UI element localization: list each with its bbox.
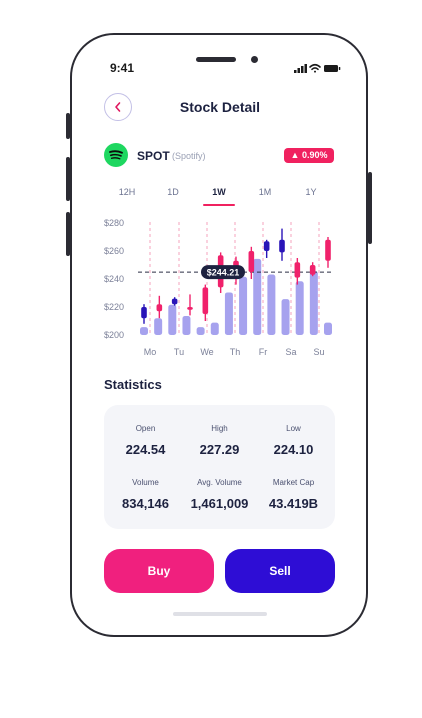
- y-tick-label: $200: [104, 330, 124, 340]
- stat-low: Low 224.10: [255, 424, 332, 457]
- spotify-logo: [104, 143, 128, 167]
- status-time: 9:41: [110, 61, 135, 75]
- front-camera: [251, 56, 258, 63]
- volume-bar: [295, 281, 304, 335]
- volume-bar: [154, 318, 163, 335]
- company-name: (Spotify): [172, 151, 206, 161]
- wifi-icon: [309, 63, 321, 73]
- sell-button[interactable]: Sell: [225, 549, 335, 593]
- stat-label: High: [211, 424, 228, 433]
- stat-value: 227.29: [199, 442, 240, 457]
- tab-1m[interactable]: 1M: [258, 187, 272, 197]
- candle-body: [171, 298, 178, 305]
- candle-body: [187, 307, 193, 310]
- volume-bar: [309, 271, 318, 335]
- stat-label: Volume: [132, 478, 159, 487]
- stat-volume: Volume 834,146: [107, 478, 184, 511]
- silent-switch: [66, 113, 70, 139]
- stat-value: 224.10: [273, 442, 314, 457]
- volume-bar: [224, 292, 233, 335]
- stat-market-cap: Market Cap 43.419B: [255, 478, 332, 511]
- tab-1w[interactable]: 1W: [196, 186, 242, 208]
- stock-ticker: SPOT: [137, 149, 170, 163]
- candle-body: [248, 251, 255, 272]
- x-tick-label: Fr: [259, 347, 268, 357]
- volume-bar: [239, 276, 248, 335]
- candle-body: [294, 262, 301, 278]
- home-indicator: [173, 612, 267, 616]
- price-marker: [201, 265, 245, 280]
- volume-bar: [210, 322, 219, 335]
- volume-down-button: [66, 212, 70, 256]
- x-tick-label: Th: [230, 347, 241, 357]
- price-chart: $280 $260 $240 $220 $200 $244.21 Mo Tu We Th Fr Sa S…: [104, 218, 332, 357]
- volume-bar: [281, 299, 290, 335]
- timeframe-tabs: 12H 1D 1W 1M 1Y: [104, 186, 334, 208]
- price-marker-label: $244.21: [207, 267, 240, 277]
- statistics-heading: Statistics: [104, 377, 162, 392]
- candle-body: [141, 307, 147, 319]
- volume-bar: [182, 315, 191, 335]
- tab-1y[interactable]: 1Y: [305, 187, 317, 197]
- stat-label: Low: [286, 424, 301, 433]
- volume-bar: [140, 327, 148, 335]
- volume-bar: [267, 274, 276, 335]
- battery-icon: [324, 65, 341, 72]
- stat-open: Open 224.54: [107, 424, 184, 457]
- tab-1d[interactable]: 1D: [167, 187, 179, 197]
- page-title: Stock Detail: [179, 99, 261, 115]
- stat-avg-volume: Avg. Volume 1,461,009: [181, 478, 258, 511]
- x-tick-label: Mo: [144, 347, 157, 357]
- stat-value: 1,461,009: [190, 496, 249, 511]
- phone-frame: [70, 33, 368, 637]
- back-button[interactable]: [104, 93, 132, 121]
- y-tick-label: $260: [104, 246, 124, 256]
- candle-body: [263, 241, 270, 251]
- caret-up-icon: ▲: [290, 150, 300, 160]
- statistics-card: Open 224.54 High 227.29 Low 224.10 Volum…: [104, 405, 335, 529]
- chevron-left-icon: [115, 102, 121, 112]
- candle-body: [202, 287, 209, 314]
- volume-up-button: [66, 157, 70, 201]
- stat-high: High 227.29: [181, 424, 258, 457]
- y-tick-label: $220: [104, 302, 124, 312]
- y-tick-label: $240: [104, 274, 124, 284]
- x-tick-label: We: [200, 347, 213, 357]
- y-tick-label: $280: [104, 218, 124, 228]
- signal-icon: [294, 64, 307, 73]
- candle-body: [279, 239, 285, 253]
- spotify-icon: [109, 150, 123, 160]
- stat-label: Open: [135, 424, 156, 433]
- volume-bar: [253, 258, 262, 335]
- status-icons: [294, 63, 341, 73]
- stat-label: Market Cap: [272, 478, 315, 487]
- tab-12h[interactable]: 12H: [118, 187, 136, 197]
- volume-bar: [168, 304, 177, 335]
- volume-bar: [324, 322, 332, 335]
- candle-body: [325, 239, 331, 261]
- x-tick-label: Su: [313, 347, 324, 357]
- x-tick-label: Sa: [285, 347, 296, 357]
- change-value: 0.90%: [301, 150, 328, 160]
- change-badge: ▲ 0.90%: [284, 148, 334, 163]
- buy-button[interactable]: Buy: [104, 549, 214, 593]
- x-tick-label: Tu: [174, 347, 184, 357]
- power-button: [368, 172, 372, 244]
- stat-value: 834,146: [122, 496, 169, 511]
- volume-bar: [196, 327, 205, 335]
- candle-body: [309, 265, 316, 275]
- candle-body: [156, 304, 163, 312]
- stat-value: 43.419B: [268, 496, 319, 511]
- stat-value: 224.54: [125, 442, 166, 457]
- stat-label: Avg. Volume: [197, 478, 242, 487]
- speaker-grille: [196, 57, 236, 62]
